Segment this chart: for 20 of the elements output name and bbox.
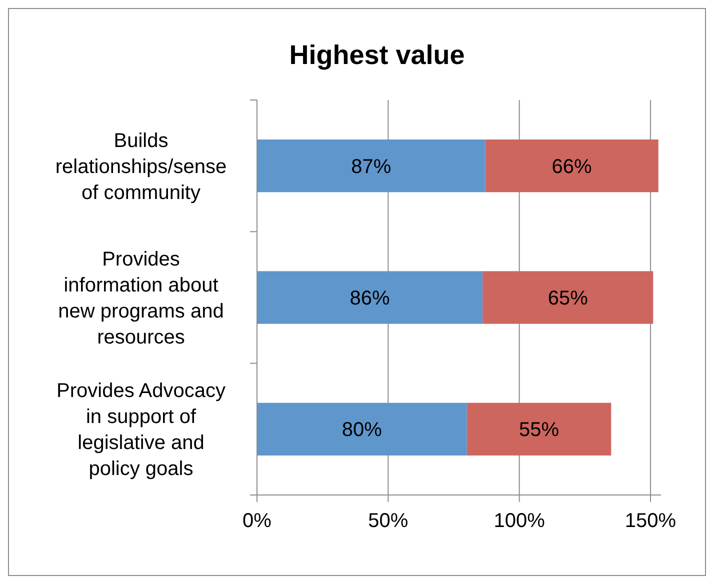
bar <box>257 402 467 456</box>
data-label: 80% <box>342 419 382 442</box>
data-label: 55% <box>518 419 560 442</box>
y-tick-label: Builds relationships/sense of community <box>55 130 227 204</box>
data-label: 87% <box>351 156 392 178</box>
x-tick-label: 50% <box>368 510 408 532</box>
x-tick-label: 100% <box>494 510 546 532</box>
bar <box>257 271 483 324</box>
data-label: 66% <box>552 156 592 178</box>
x-tick-label: 0% <box>242 510 272 532</box>
bar <box>466 402 612 456</box>
y-tick-label: Provides information about new programs and resources <box>58 248 224 348</box>
chart-title: Highest value <box>289 40 465 70</box>
x-tick-label: 150% <box>624 510 676 532</box>
bar <box>482 271 654 324</box>
bar <box>485 140 658 192</box>
bar <box>257 140 486 192</box>
data-label: 86% <box>350 288 390 310</box>
data-label: 65% <box>548 288 588 310</box>
y-tick-label: Provides Advocacy in support of legislative and policy goals <box>56 380 226 480</box>
